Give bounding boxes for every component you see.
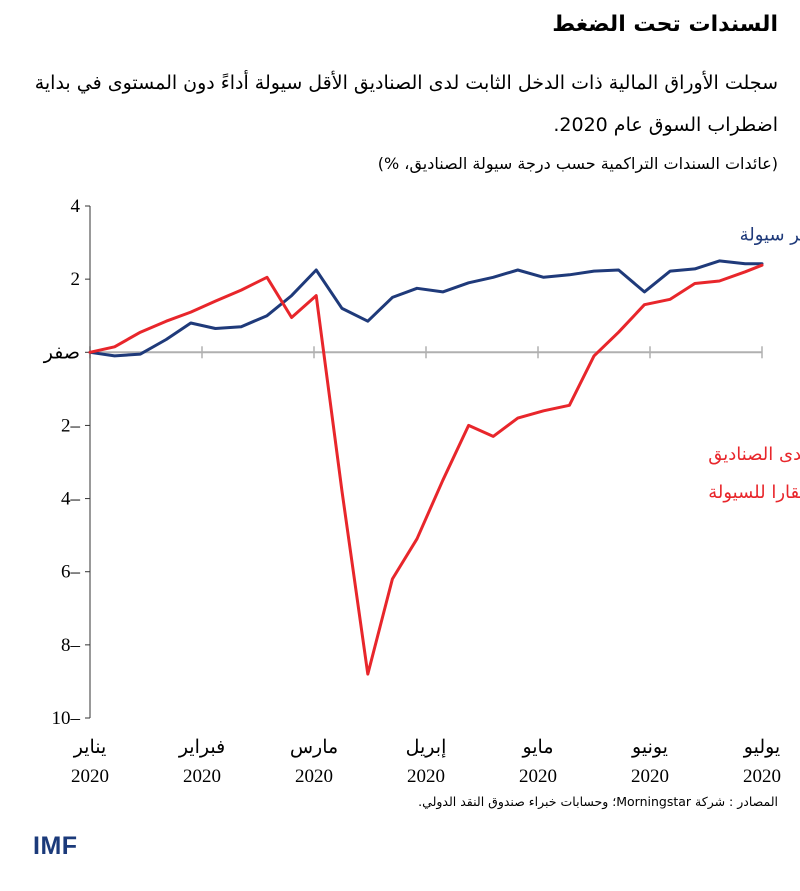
x-tick-year-label: 2020 [519, 766, 557, 787]
x-tick-year-label: 2020 [631, 766, 669, 787]
x-tick-month-label: مايو [521, 737, 553, 758]
series-label: الأكثر افتقارا للسيولة [708, 481, 800, 503]
x-tick-year-label: 2020 [295, 766, 333, 787]
x-tick-month-label: إبريل [406, 737, 447, 758]
x-tick-month-label: فبراير [178, 737, 225, 758]
x-tick-month-label: يوليو [743, 737, 780, 758]
y-tick-label: 4– [61, 489, 81, 510]
chart-subtitle: سجلت الأوراق المالية ذات الدخل الثابت لد… [34, 72, 778, 136]
imf-logo: IMF [33, 832, 78, 860]
chart-title: السندات تحت الضغط [552, 12, 778, 37]
x-tick-year-label: 2020 [407, 766, 445, 787]
x-tick-month-label: يناير [73, 737, 107, 758]
series-line-least-liquid [88, 263, 764, 676]
y-tick-label: 2– [61, 415, 81, 436]
x-tick-year-label: 2020 [183, 766, 221, 787]
source-note: المصادر : شركة Morningstar؛ وحسابات خبرا… [418, 794, 778, 809]
x-tick-year-label: 2020 [71, 766, 109, 787]
line-chart: 4 2 صفر 2– 4– 6– 8– 10– يناير 2020 فبراير 2020 مارس 2… [43, 196, 800, 787]
y-tick-label: صفر [43, 342, 80, 363]
series-layer [88, 259, 764, 676]
series-label: عائدات السندات لدى الصناديق الأكثر سيولة [740, 224, 800, 246]
x-tick-month-label: مارس [290, 737, 338, 758]
axes-layer: 4 2 صفر 2– 4– 6– 8– 10– يناير 2020 فبراير 2020 مارس 2… [43, 196, 781, 787]
y-tick-label: 6– [61, 562, 81, 583]
series-labels-layer: عائدات السندات لدى الصناديق الأكثر سيولة… [708, 224, 800, 503]
series-line-most-liquid [88, 259, 764, 358]
series-label: عائدات السندات لدى الصناديق [708, 444, 800, 465]
x-tick-month-label: يونيو [631, 737, 668, 758]
y-tick-label: 8– [61, 635, 81, 656]
grid-layer [89, 346, 763, 359]
y-tick-label: 2 [71, 269, 81, 290]
y-tick-label: 10– [52, 708, 81, 729]
y-tick-label: 4 [71, 196, 81, 217]
chart-units: (عائدات السندات التراكمية حسب درجة سيولة… [377, 154, 778, 173]
x-tick-year-label: 2020 [743, 766, 781, 787]
